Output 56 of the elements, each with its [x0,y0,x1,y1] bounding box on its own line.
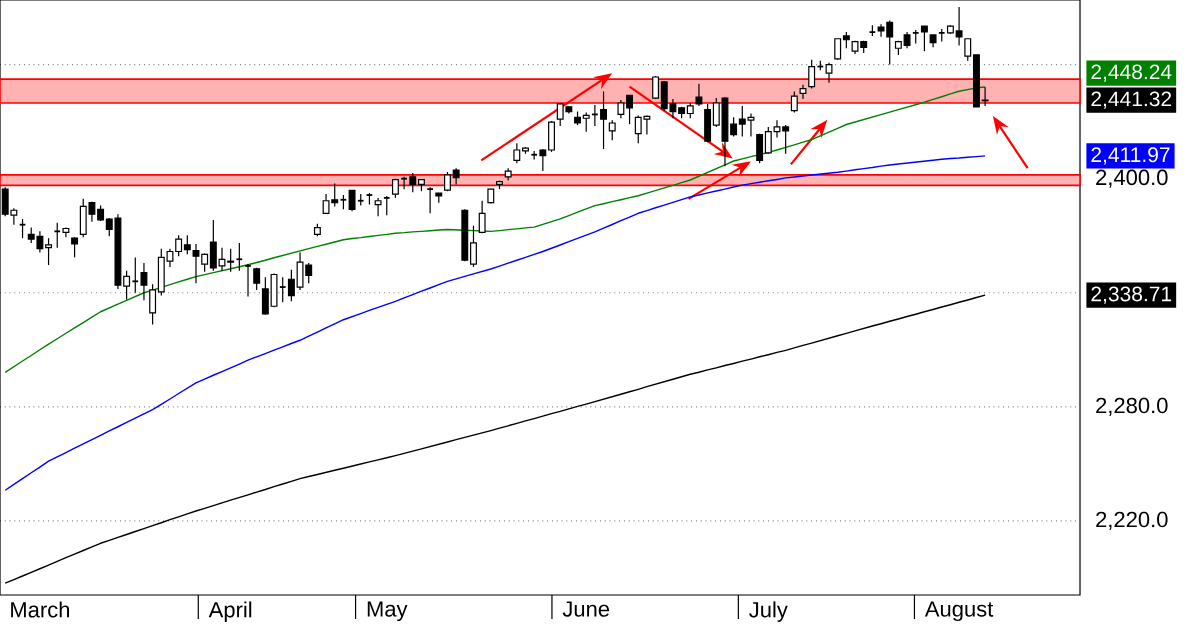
candlestick [782,124,790,155]
x-tick-label: April [208,601,252,622]
candlestick [131,256,140,294]
candlestick [695,83,703,107]
candlestick [175,234,183,257]
candlestick [825,62,833,84]
candlestick [981,86,989,107]
candlestick [617,99,625,119]
candlestick [71,236,79,258]
candlestick [730,116,738,138]
candlestick [235,242,244,272]
candlestick [244,263,252,298]
candlestick [383,195,391,216]
candlestick [183,234,191,255]
candlestick [45,237,53,266]
candlestick [790,90,798,114]
candlestick [470,225,477,268]
candlestick [608,119,616,141]
candlestick [400,176,408,190]
candlestick [964,38,972,62]
candlestick [374,197,382,217]
candlestick [149,283,157,326]
candlestick [409,172,417,193]
candlestick [799,84,807,100]
y-tick-label: 2,220.0 [1096,511,1168,530]
candlestick [192,243,200,284]
candlestick [478,200,486,234]
candlestick [955,6,963,47]
candlestick [582,111,590,133]
candlestick [53,222,61,249]
candlestick [513,142,521,164]
candlestick [426,186,434,214]
text: 2,441.32 [1091,91,1172,109]
candlestick [18,218,27,239]
text: 2,411.97 [1091,147,1170,165]
x-tick-label: May [367,601,408,622]
x-tick-label: July [749,601,788,622]
candlestick [539,148,547,172]
text: 2,448.24 [1091,64,1172,82]
candlestick [834,38,842,61]
candlestick [278,276,287,303]
y-tick-label: 2,400.0 [1096,169,1168,188]
candlestick [123,270,131,300]
x-tick-label: March [11,601,70,618]
candlestick [201,252,209,273]
candlestick [920,25,928,52]
candlestick [600,90,608,150]
candlestick [808,59,816,90]
x-tick-label: June [562,601,610,617]
candlestick [140,262,148,301]
candlestick [348,189,356,212]
text: 2,338.71 [1091,286,1172,304]
x-tick-label: August [924,601,994,622]
candlestick [626,94,634,125]
candlestick [287,269,295,302]
y-tick-label: 2,280.0 [1096,397,1168,416]
